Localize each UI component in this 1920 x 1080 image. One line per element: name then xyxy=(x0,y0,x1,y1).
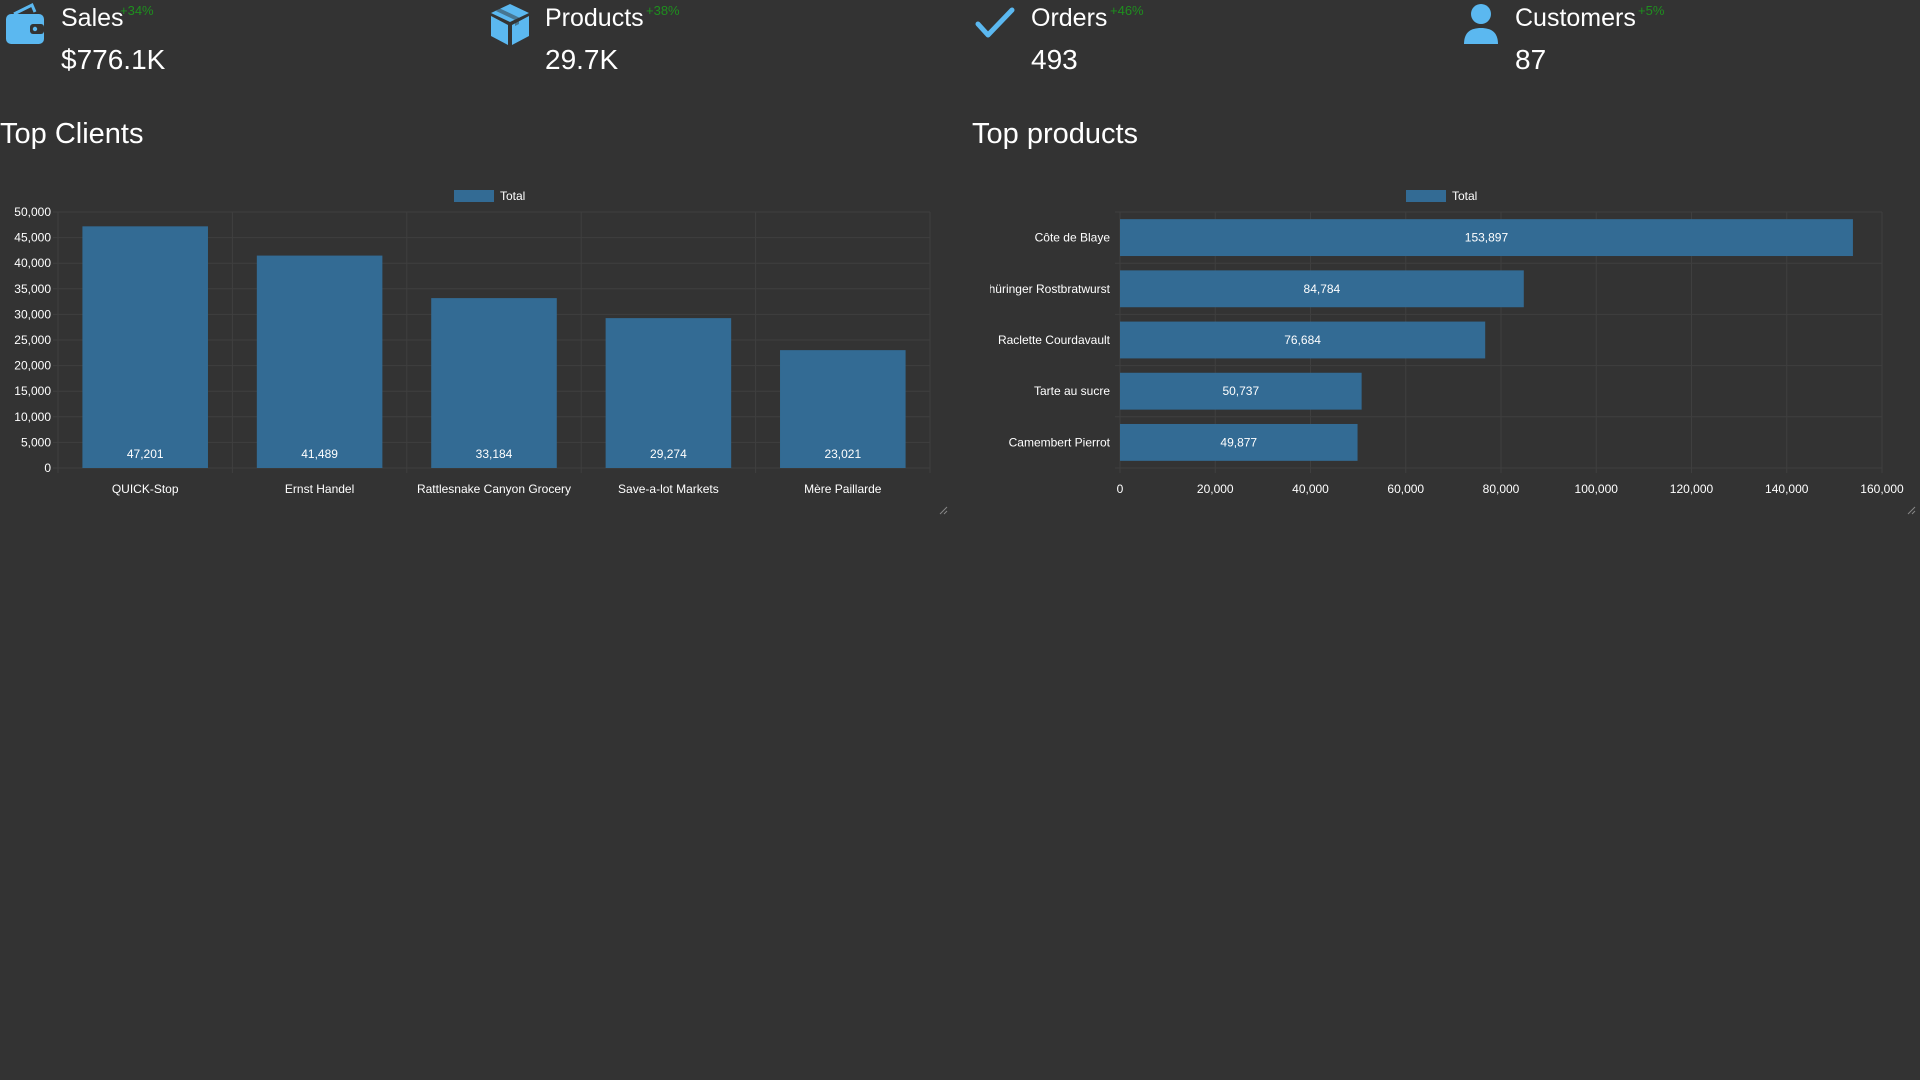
kpi-title: Orders xyxy=(1031,4,1108,32)
bar-value-label: 84,784 xyxy=(1304,282,1341,296)
x-tick-label: 20,000 xyxy=(1197,482,1234,496)
x-tick-label: 160,000 xyxy=(1860,482,1904,496)
x-tick-label: 80,000 xyxy=(1483,482,1520,496)
x-tick-label: Mère Paillarde xyxy=(804,482,882,496)
y-tick-label: Camembert Pierrot xyxy=(1009,435,1111,449)
kpi-title: Products xyxy=(545,4,644,32)
kpi-value: 87 xyxy=(1515,44,1547,75)
box-icon xyxy=(491,4,529,45)
top-clients-chart: Total 0 5,000 10,000 15,000 20,000 25,000 30,00… xyxy=(14,189,931,496)
kpi-title: Customers xyxy=(1515,4,1636,32)
bar-value-label: 47,201 xyxy=(127,447,164,461)
bar xyxy=(780,350,906,468)
y-tick-label: Raclette Courdavault xyxy=(998,333,1111,347)
y-tick-label: Thüringer Rostbratwurst xyxy=(981,282,1110,296)
kpi-delta: +34% xyxy=(120,3,154,18)
top-products-title: Top products xyxy=(972,118,1139,150)
y-tick-label: 25,000 xyxy=(14,333,51,347)
bar xyxy=(256,255,383,468)
bar-value-label: 50,737 xyxy=(1222,384,1259,398)
x-tick-label: 140,000 xyxy=(1765,482,1809,496)
y-tick-label: 40,000 xyxy=(14,256,51,270)
y-tick-label: 10,000 xyxy=(14,410,51,424)
bar-value-label: 41,489 xyxy=(301,447,338,461)
kpi-delta: +38% xyxy=(646,3,680,18)
legend-label: Total xyxy=(500,189,525,203)
bar-value-label: 33,184 xyxy=(476,447,513,461)
x-tick-label: Ernst Handel xyxy=(285,482,354,496)
x-tick-label: Save-a-lot Markets xyxy=(618,482,719,496)
checkmark-icon xyxy=(975,7,1015,38)
bar xyxy=(1120,423,1358,461)
y-tick-label: 20,000 xyxy=(14,359,51,373)
y-tick-label: 35,000 xyxy=(14,282,51,296)
bar xyxy=(82,226,208,468)
x-tick-label: 60,000 xyxy=(1387,482,1424,496)
kpi-sales: Sales +34% $776.1K xyxy=(4,0,484,90)
bar xyxy=(1120,219,1853,257)
kpi-value: 493 xyxy=(1031,44,1078,75)
resize-handle[interactable] xyxy=(1906,505,1916,515)
y-tick-label: Côte de Blaye xyxy=(1035,231,1111,245)
bar-value-label: 23,021 xyxy=(824,447,861,461)
x-tick-label: 100,000 xyxy=(1575,482,1619,496)
y-tick-label: 5,000 xyxy=(21,435,51,449)
kpi-orders: Orders +46% 493 xyxy=(974,0,1454,90)
legend-label: Total xyxy=(1452,189,1477,203)
kpi-value: 29.7K xyxy=(545,44,619,75)
x-tick-label: 120,000 xyxy=(1670,482,1714,496)
x-tick-label: 40,000 xyxy=(1292,482,1329,496)
bar-value-label: 153,897 xyxy=(1465,231,1509,245)
user-icon xyxy=(1464,4,1498,44)
bar xyxy=(1120,372,1362,410)
resize-handle[interactable] xyxy=(938,505,948,515)
bar xyxy=(1120,270,1524,308)
bar-value-label: 76,684 xyxy=(1284,333,1321,347)
bar-value-label: 49,877 xyxy=(1220,435,1257,449)
x-tick-label: 0 xyxy=(1117,482,1124,496)
bar xyxy=(1120,321,1486,359)
bar-value-label: 29,274 xyxy=(650,447,687,461)
y-tick-label: 15,000 xyxy=(14,384,51,398)
y-tick-label: 30,000 xyxy=(14,307,51,321)
y-tick-label: 45,000 xyxy=(14,231,51,245)
y-tick-label: 50,000 xyxy=(14,205,51,219)
kpi-title: Sales xyxy=(61,4,124,32)
top-products-chart: Total 0 20,000 40,000 60,000 80,000 100,000 120… xyxy=(981,189,1904,496)
kpi-products: Products +38% 29.7K xyxy=(488,0,968,90)
bar xyxy=(431,298,557,468)
kpi-customers: Customers +5% 87 xyxy=(1458,0,1918,90)
top-clients-title: Top Clients xyxy=(0,118,144,150)
y-tick-label: 0 xyxy=(44,461,51,475)
legend-swatch xyxy=(454,190,494,202)
wallet-icon xyxy=(6,2,44,44)
y-tick-label: Tarte au sucre xyxy=(1034,384,1110,398)
kpi-value: $776.1K xyxy=(61,44,166,75)
x-tick-label: QUICK-Stop xyxy=(112,482,179,496)
category-labels: Côte de Blaye Thüringer Rostbratwurst Racl… xyxy=(981,231,1111,450)
x-tick-label: Rattlesnake Canyon Grocery xyxy=(417,482,571,496)
kpi-delta: +5% xyxy=(1638,3,1665,18)
kpi-row: Sales +34% $776.1K Products +38% 29.7K O… xyxy=(0,0,1920,90)
bar xyxy=(605,318,732,468)
kpi-delta: +46% xyxy=(1110,3,1144,18)
legend-swatch xyxy=(1406,190,1446,202)
